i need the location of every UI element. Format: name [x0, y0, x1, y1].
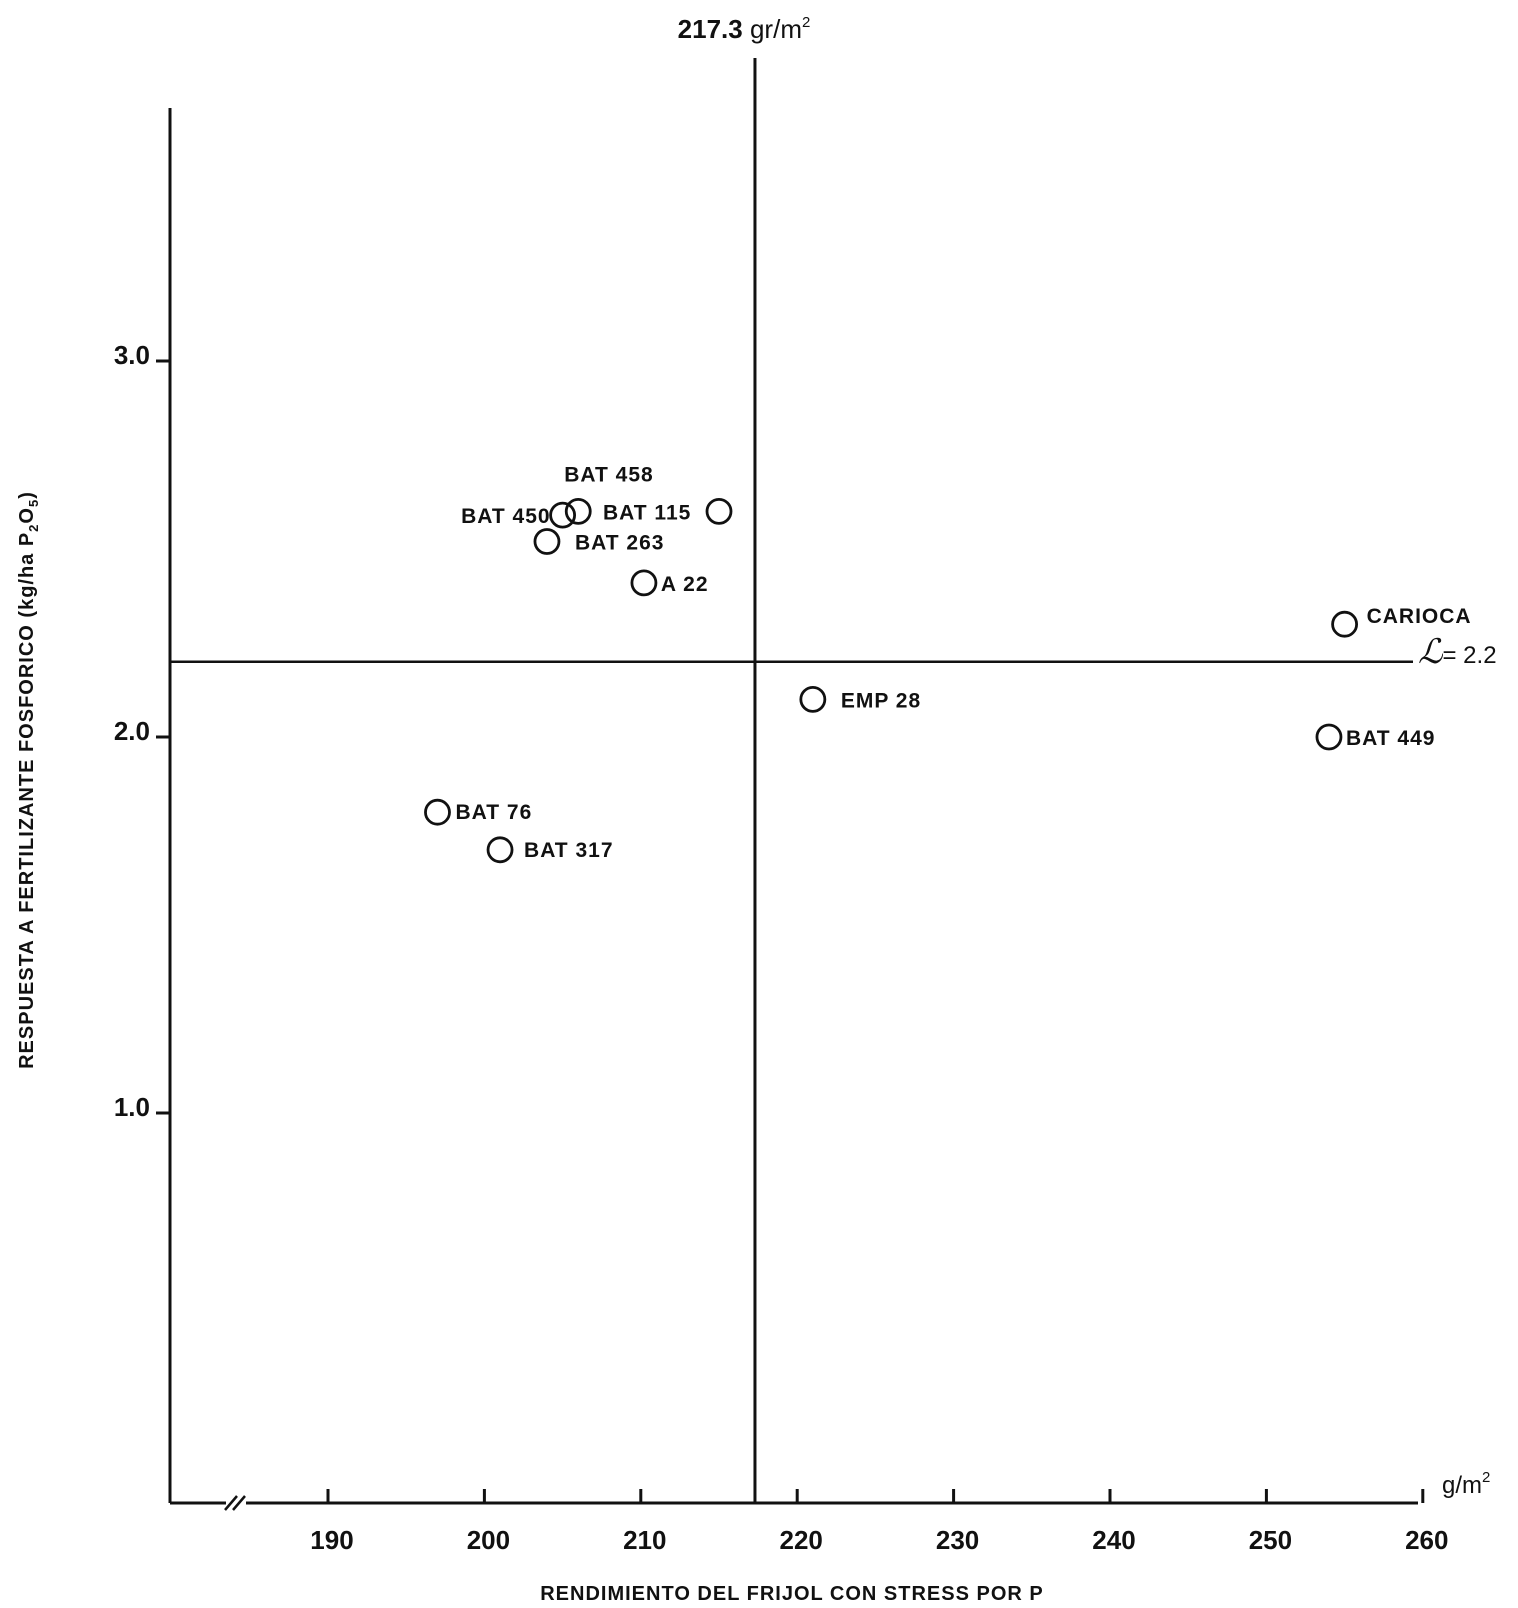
y-axis-title-sub2: 5: [26, 499, 41, 507]
data-point-label: BAT 458: [564, 463, 653, 486]
x-ticks: 190 200 210 220 230 240 250 260: [310, 1489, 1448, 1555]
y-axis-title-mid: O: [16, 507, 38, 524]
data-point: [705, 497, 733, 525]
vertical-reference-value: 217.3: [678, 14, 743, 44]
vertical-reference-unit: gr/m: [743, 14, 802, 44]
horizontal-reference-value: = 2.2: [1443, 642, 1497, 669]
data-point-label: BAT 76: [455, 801, 532, 824]
x-tick-label: 230: [936, 1525, 979, 1555]
x-tick-label: 250: [1249, 1525, 1292, 1555]
horizontal-reference-symbol: ℒ: [1418, 632, 1444, 672]
data-point-label: CARIOCA: [1367, 605, 1472, 628]
x-tick-label: 220: [780, 1525, 823, 1555]
data-point-label: BAT 115: [603, 501, 691, 524]
axes: [168, 108, 1418, 1511]
y-axis-title-main: RESPUESTA A FERTILIZANTE FOSFORICO (kg/h…: [16, 532, 38, 1069]
data-point: [549, 501, 576, 529]
data-point-label: BAT 449: [1346, 727, 1435, 750]
x-axis-unit-text: g/m: [1442, 1472, 1482, 1499]
y-axis-title-end: ): [16, 491, 38, 499]
y-axis-title-sub1: 2: [26, 524, 41, 532]
y-tick-label: 1.0: [114, 1092, 150, 1122]
data-point: [564, 497, 592, 525]
x-tick-label: 240: [1092, 1525, 1135, 1555]
vertical-reference-unit-sup: 2: [802, 14, 810, 31]
data-point: [630, 569, 658, 597]
x-tick-label: 200: [467, 1525, 510, 1555]
data-point: [1331, 610, 1358, 638]
x-tick-label: 190: [310, 1525, 353, 1555]
x-tick-label: 260: [1405, 1525, 1448, 1555]
data-point: [486, 836, 514, 864]
reference-lines: [170, 58, 1413, 1503]
data-point: [533, 528, 561, 555]
x-axis-title: RENDIMIENTO DEL FRIJOL CON STRESS POR P: [540, 1583, 1044, 1605]
y-tick-label: 2.0: [114, 716, 150, 746]
data-point: [424, 798, 451, 826]
y-tick-label: 3.0: [114, 340, 150, 370]
data-point-label: BAT 317: [524, 839, 613, 862]
vertical-reference-label: 217.3 gr/m2: [678, 14, 811, 44]
x-axis-unit: g/m2: [1442, 1469, 1490, 1499]
data-point: [1315, 723, 1343, 751]
data-point-label: EMP 28: [841, 689, 921, 712]
x-tick-label: 210: [623, 1525, 666, 1555]
y-ticks: 1.0 2.0 3.0: [114, 340, 170, 1122]
horizontal-reference-label: ℒ= 2.2: [1418, 632, 1497, 672]
axis-break-mark: [224, 1495, 238, 1511]
data-points: BAT 458 BAT 450 BAT 115 BAT 263 A 22 CARIOCA E…: [424, 463, 1472, 864]
axis-break-mark: [232, 1495, 246, 1511]
x-axis-unit-sup: 2: [1482, 1469, 1490, 1486]
data-point: [799, 686, 827, 713]
data-point-label: A 22: [661, 573, 709, 596]
y-axis-title: RESPUESTA A FERTILIZANTE FOSFORICO (kg/h…: [16, 491, 41, 1069]
data-point-label: BAT 450: [461, 505, 550, 528]
data-point-label: BAT 263: [575, 531, 664, 554]
